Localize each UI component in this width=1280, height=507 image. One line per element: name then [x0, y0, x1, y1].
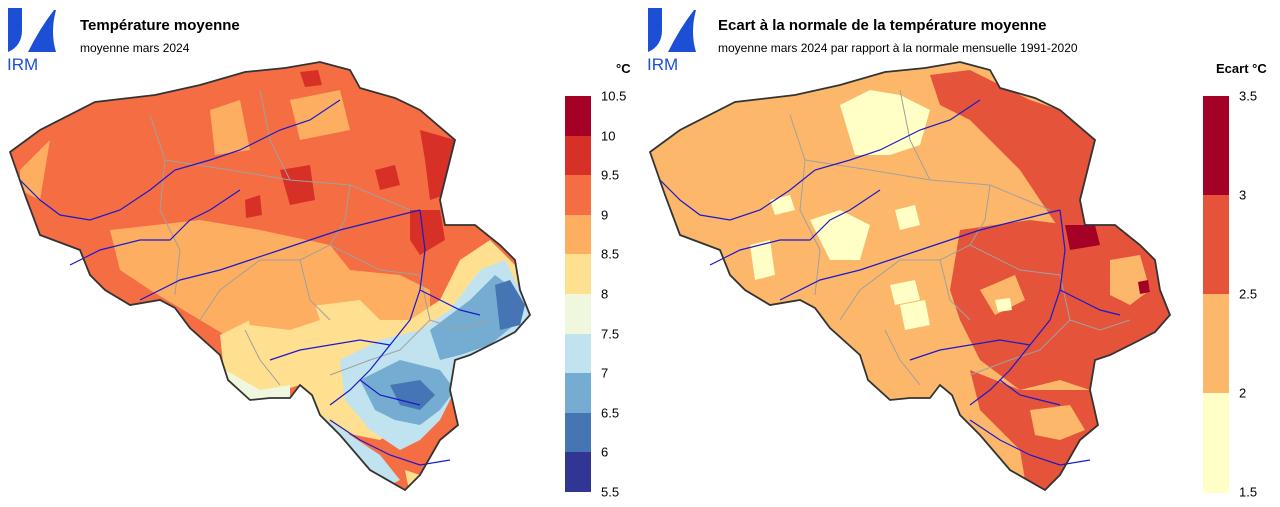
legend-swatch	[565, 254, 591, 295]
legend-label: 9.5	[601, 167, 620, 183]
legend-swatch	[1203, 294, 1229, 394]
map-title: Ecart à la normale de la température moy…	[718, 17, 1047, 34]
legend-swatch	[565, 294, 591, 335]
legend-swatch	[565, 96, 591, 137]
legend-label: 10.5	[601, 88, 627, 104]
legend-label: 7	[601, 365, 609, 381]
legend-swatch	[565, 452, 591, 493]
legend-unit: °C	[616, 61, 631, 76]
irm-logo: IRM	[647, 8, 696, 72]
legend-swatch	[565, 175, 591, 216]
legend-label: 3.5	[1239, 88, 1258, 104]
legend-label: 1.5	[1239, 484, 1258, 500]
legend-swatch	[565, 333, 591, 374]
legend-label: 5.5	[601, 484, 620, 500]
legend-unit: Ecart °C	[1216, 61, 1267, 76]
legend-swatch	[565, 135, 591, 176]
irm-logo-text: IRM	[7, 55, 38, 72]
map-title: Température moyenne	[80, 17, 240, 34]
map-subtitle: moyenne mars 2024	[80, 41, 190, 55]
legend-label: 8	[601, 286, 609, 302]
irm-logo-text: IRM	[647, 55, 678, 72]
legend-swatch	[1203, 96, 1229, 196]
legend-swatch	[1203, 393, 1229, 493]
legend-label: 6	[601, 444, 609, 460]
legend-swatch	[565, 214, 591, 255]
belgium-temperature-map	[8, 61, 532, 492]
legend-swatch	[1203, 195, 1229, 295]
belgium-anomaly-map	[648, 61, 1172, 492]
legend-label: 10	[601, 128, 616, 144]
legend-label: 2.5	[1239, 286, 1258, 302]
legend-swatch	[565, 412, 591, 453]
legend-label: 6.5	[601, 405, 620, 421]
map-subtitle: moyenne mars 2024 par rapport à la norma…	[718, 41, 1078, 55]
legend-label: 3	[1239, 187, 1247, 203]
anomaly-map-panel: IRM Ecart à la normale de la température…	[640, 0, 1280, 507]
temperature-map-panel: IRM Température moyenne moyenne mars 202…	[7, 8, 640, 500]
temperature-legend: 10.5 10 9.5 9 8.5 8 7.5 7 6.5 6 5.5	[565, 89, 640, 500]
legend-swatch	[565, 373, 591, 414]
legend-label: 7.5	[601, 326, 620, 342]
irm-logo: IRM	[7, 8, 56, 72]
legend-label: 8.5	[601, 246, 620, 262]
legend-label: 2	[1239, 385, 1247, 401]
anomaly-legend: 3.5 3 2.5 2 1.5	[1203, 89, 1278, 500]
legend-label: 9	[601, 207, 609, 223]
